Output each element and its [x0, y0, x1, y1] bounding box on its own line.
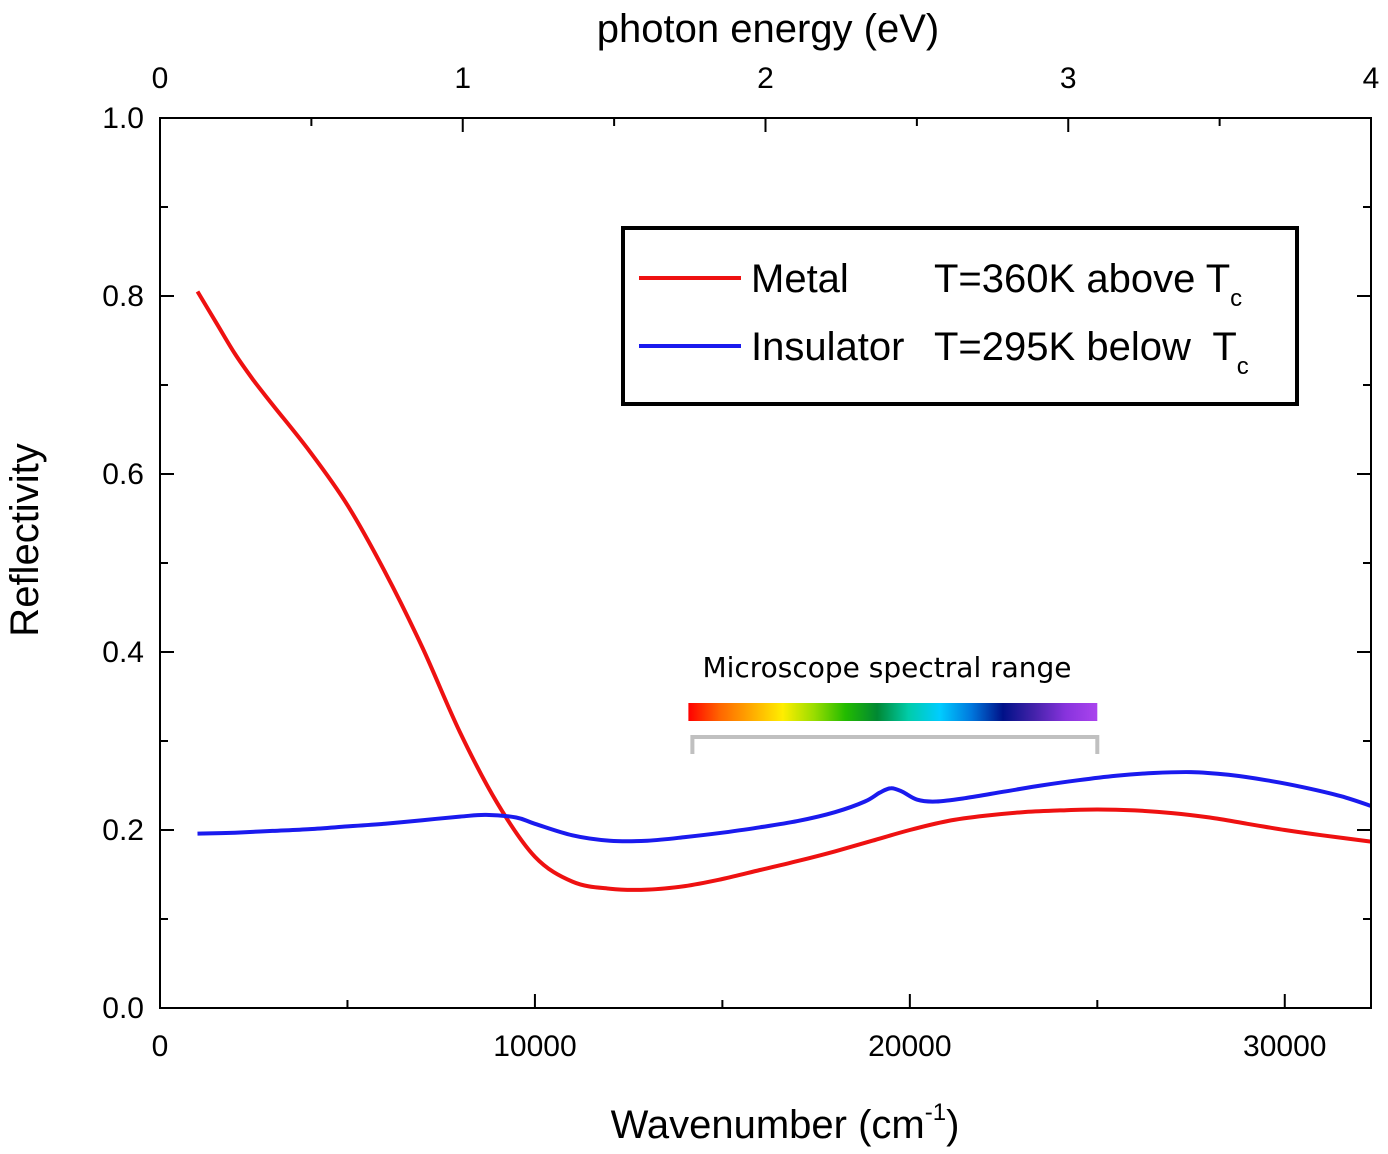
x-tick-label: 10000 — [493, 1030, 576, 1063]
x-tick-label: 0 — [152, 1030, 169, 1063]
legend-condition-metal-sub: c — [1230, 285, 1242, 312]
top-tick-label: 2 — [757, 62, 774, 95]
y-tick-label: 0.8 — [102, 280, 144, 313]
x-tick-label: 20000 — [868, 1030, 951, 1063]
x-axis-title: Wavenumber (cm-1) — [611, 1099, 960, 1147]
y-tick-label: 0.0 — [102, 992, 144, 1025]
legend-label-metal: Metal — [751, 257, 849, 301]
y-tick-label: 0.6 — [102, 458, 144, 491]
legend: Metal T=360K above Tc Insulator T=295K b… — [621, 226, 1299, 406]
y-tick-label: 0.2 — [102, 814, 144, 847]
y-tick-label: 0.4 — [102, 636, 144, 669]
series-line-metal — [195, 290, 1372, 892]
top-tick-label: 0 — [152, 62, 169, 95]
legend-entry-metal: Metal T=360K above Tc — [639, 257, 1242, 312]
legend-entry-insulator: Insulator T=295K below Tc — [639, 325, 1249, 380]
x-axis-title-sup: -1 — [925, 1099, 946, 1126]
spectral-range-label: Microscope spectral range — [702, 651, 1071, 684]
spectral-range-color-bar — [688, 703, 1098, 721]
legend-condition-insulator-text: T=295K below T — [934, 325, 1237, 369]
top-tick-label: 4 — [1363, 62, 1380, 95]
top-tick-label: 3 — [1060, 62, 1077, 95]
x-axis-title-main: Wavenumber (cm — [611, 1103, 925, 1147]
x-tick-label: 30000 — [1243, 1030, 1326, 1063]
legend-box — [621, 226, 1299, 406]
legend-condition-insulator: T=295K below Tc — [934, 325, 1249, 380]
spectral-range-bracket — [690, 735, 1100, 754]
top-tick-label: 1 — [454, 62, 471, 95]
axis-tick-labels: 0 10000 20000 30000 0 1 2 3 4 0.0 0.2 0.4 0.6 0.8 1.0 — [102, 62, 1379, 1063]
legend-condition-insulator-sub: c — [1237, 353, 1249, 380]
spectral-range-annotation: Microscope spectral range — [688, 651, 1100, 754]
plot-frame — [159, 117, 1372, 1009]
legend-label-insulator: Insulator — [751, 325, 904, 369]
top-axis-title: photon energy (eV) — [597, 7, 939, 51]
x-axis-title-close: ) — [946, 1103, 959, 1147]
y-tick-label: 1.0 — [102, 102, 144, 135]
data-series — [195, 290, 1372, 892]
legend-condition-metal: T=360K above Tc — [934, 257, 1242, 312]
series-line-insulator — [197, 770, 1372, 844]
legend-condition-metal-text: T=360K above T — [934, 257, 1230, 301]
y-axis-title: Reflectivity — [3, 443, 47, 636]
